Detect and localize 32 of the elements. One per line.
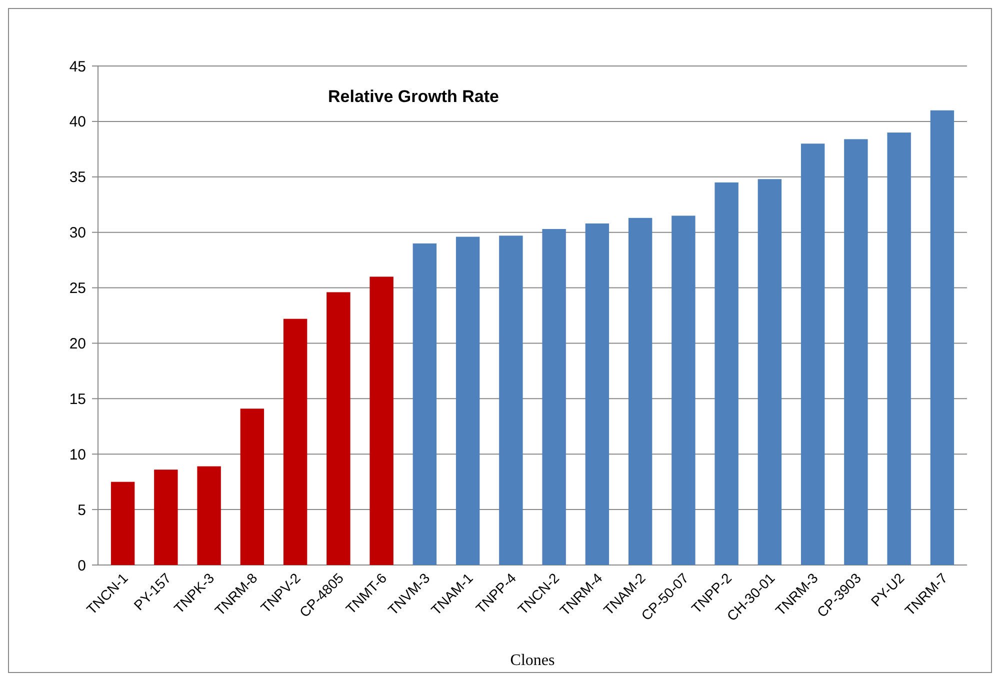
bar bbox=[197, 466, 221, 565]
bar bbox=[240, 408, 264, 565]
bar bbox=[154, 470, 178, 565]
bar bbox=[758, 179, 782, 565]
bar bbox=[714, 182, 738, 565]
y-tick-label: 10 bbox=[69, 446, 86, 464]
bar bbox=[887, 132, 911, 565]
bar bbox=[283, 318, 308, 565]
y-tick-label: 0 bbox=[78, 557, 86, 574]
y-tick-label: 15 bbox=[69, 390, 86, 408]
bar bbox=[542, 229, 566, 565]
x-axis-title: Clones bbox=[510, 652, 555, 669]
bar bbox=[585, 223, 610, 565]
y-tick-label: 45 bbox=[69, 58, 86, 76]
bar bbox=[370, 276, 394, 565]
text: Relative Growth Rate bbox=[328, 87, 499, 106]
y-tick-label: 35 bbox=[69, 169, 86, 186]
bar bbox=[672, 216, 696, 565]
bar bbox=[456, 236, 480, 565]
bar bbox=[412, 243, 437, 565]
y-tick-label: 5 bbox=[78, 502, 86, 519]
y-tick-label: 30 bbox=[69, 224, 86, 242]
bar bbox=[628, 218, 652, 565]
y-tick-label: 25 bbox=[69, 280, 86, 298]
bar bbox=[800, 144, 825, 565]
bar bbox=[499, 236, 523, 565]
bar bbox=[110, 482, 135, 565]
bar bbox=[326, 292, 350, 565]
y-tick-label: 20 bbox=[69, 335, 86, 352]
y-tick-label: 40 bbox=[69, 114, 86, 131]
bar bbox=[844, 139, 868, 565]
bar bbox=[930, 110, 954, 565]
